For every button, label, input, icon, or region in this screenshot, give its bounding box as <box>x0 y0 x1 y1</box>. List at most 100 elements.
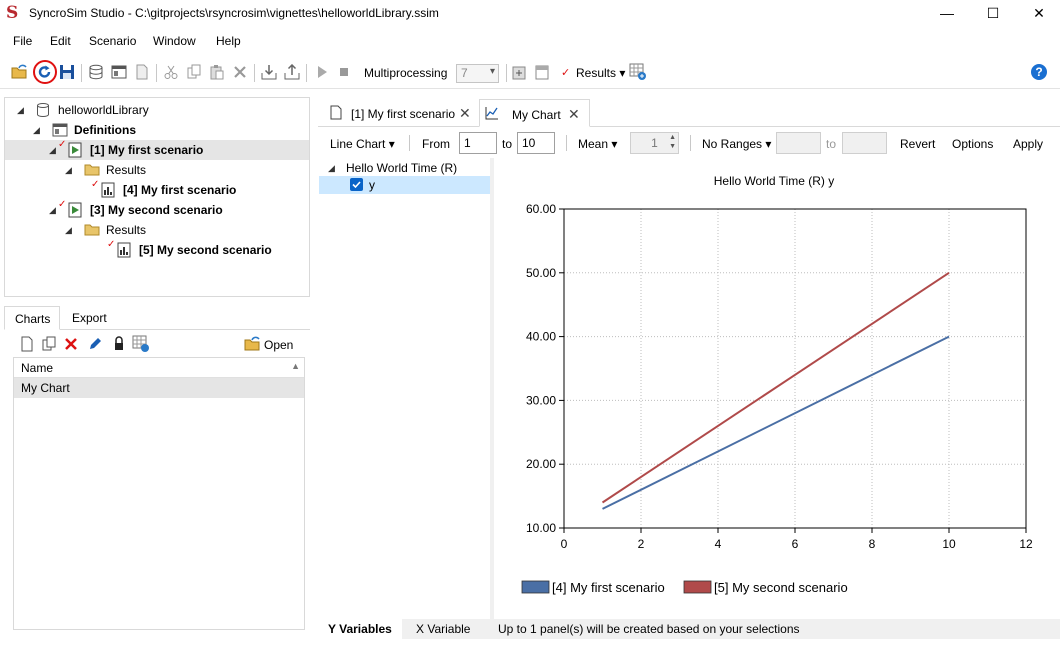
result-scenario-icon <box>101 182 115 201</box>
panel-splitter[interactable] <box>490 158 494 619</box>
name-column-header[interactable]: Name ▲ <box>14 358 304 378</box>
from-input[interactable]: 1 <box>459 132 497 154</box>
tree-item-result-4[interactable]: ✓ [4] My first scenario <box>5 179 309 201</box>
variable-checkbox[interactable] <box>350 178 363 191</box>
folder-icon <box>84 162 100 179</box>
y-tick-label: 50.00 <box>526 266 556 280</box>
tab-x-variable[interactable]: X Variable <box>416 622 471 636</box>
tab-my-chart[interactable]: My Chart ✕ <box>479 99 590 127</box>
tab-my-first-scenario[interactable]: [1] My first scenario ✕ <box>318 99 478 127</box>
range-to-input[interactable] <box>842 132 887 154</box>
document-tab-strip: [1] My first scenario ✕ My Chart ✕ <box>318 99 1060 127</box>
results-check-icon: ✓ <box>561 67 571 79</box>
chart-table-icon[interactable] <box>132 335 150 353</box>
scenario-icon <box>68 202 82 221</box>
ranges-dropdown[interactable]: No Ranges ▾ <box>702 137 772 151</box>
import-icon[interactable] <box>260 63 278 81</box>
multiprocessing-select[interactable]: 7 ▾ <box>456 64 499 83</box>
cut-icon[interactable] <box>162 63 180 81</box>
results-table-icon[interactable] <box>629 63 647 81</box>
delete-icon[interactable] <box>231 63 249 81</box>
legend-label-2: [5] My second scenario <box>714 580 848 595</box>
variable-group[interactable]: ◢ Hello World Time (R) <box>328 161 458 175</box>
save-icon[interactable] <box>58 63 76 81</box>
refresh-icon[interactable] <box>33 60 57 84</box>
chart-list: Name ▲ My Chart <box>13 357 305 630</box>
run-icon[interactable] <box>313 63 331 81</box>
menu-help[interactable]: Help <box>216 34 241 48</box>
menu-edit[interactable]: Edit <box>50 34 71 48</box>
tree-item-results-1[interactable]: ◢ Results <box>65 162 147 179</box>
help-icon[interactable]: ? <box>1030 63 1048 81</box>
bottom-bar: Y Variables X Variable Up to 1 panel(s) … <box>318 619 1060 639</box>
copy-chart-icon[interactable] <box>40 335 58 353</box>
list-item[interactable]: My Chart <box>14 378 304 398</box>
open-chart-button[interactable]: Open <box>264 338 294 352</box>
to-input[interactable]: 10 <box>517 132 555 154</box>
y-tick-label: 20.00 <box>526 457 556 471</box>
tree-item-result-5[interactable]: ✓ [5] My second scenario <box>5 239 309 261</box>
properties-icon[interactable] <box>110 63 128 81</box>
close-tab-icon[interactable]: ✕ <box>459 105 471 121</box>
tab-y-variables[interactable]: Y Variables <box>318 619 402 639</box>
chart-toolbar: Line Chart ▾ From 1 to 10 Mean ▾ 1 ▲ ▼ No… <box>318 130 1060 158</box>
tree-item-definitions[interactable]: ◢ Definitions <box>5 120 309 140</box>
x-tick-label: 4 <box>715 537 722 551</box>
tree-item-results-2[interactable]: ◢ Results <box>65 223 147 237</box>
x-tick-label: 6 <box>792 537 799 551</box>
x-tick-label: 12 <box>1019 537 1033 551</box>
y-tick-label: 60.00 <box>526 202 556 216</box>
spin-input[interactable]: 1 ▲ ▼ <box>630 132 679 154</box>
options-button[interactable]: Options <box>952 137 994 151</box>
tree-item-scenario-3[interactable]: ◢ ✓ [3] My second scenario <box>5 199 309 221</box>
menu-file[interactable]: File <box>13 34 33 48</box>
sort-up-icon: ▲ <box>291 361 300 371</box>
definitions-icon <box>52 122 68 141</box>
open-chart-icon[interactable] <box>244 335 262 353</box>
charts-tab-strip: Charts Export <box>4 306 310 330</box>
menu-scenario[interactable]: Scenario <box>89 34 137 48</box>
line-chart: Hello World Time (R) y 0 2 4 6 8 10 12 10.00 20.… <box>521 174 1033 595</box>
stop-icon[interactable] <box>335 63 353 81</box>
delete-chart-icon[interactable] <box>62 335 80 353</box>
spin-arrows-icon[interactable]: ▲ ▼ <box>669 134 676 150</box>
tree-item-scenario-1[interactable]: ◢ ✓ [1] My first scenario <box>5 139 309 160</box>
window-title: SyncroSim Studio - C:\gitprojects\rsyncr… <box>29 6 439 20</box>
document-icon <box>330 105 342 123</box>
aggregation-dropdown[interactable]: Mean ▾ <box>578 137 618 151</box>
copy-icon[interactable] <box>185 63 203 81</box>
chart-title: Hello World Time (R) y <box>714 174 834 188</box>
maximize-button[interactable]: ☐ <box>986 4 1000 21</box>
minimize-button[interactable]: — <box>940 5 954 21</box>
series-line-1 <box>602 335 950 510</box>
line-chart-icon <box>485 106 499 123</box>
charts-toolbar: Open <box>4 332 310 356</box>
tree-item-library[interactable]: ◢ helloworldLibrary <box>5 100 309 120</box>
edit-pencil-icon[interactable] <box>86 335 104 353</box>
results-dropdown[interactable]: Results ▾ <box>576 66 626 80</box>
add-folder-icon[interactable] <box>510 63 528 81</box>
range-to-label: to <box>826 137 837 151</box>
export-icon[interactable] <box>283 63 301 81</box>
range-from-input[interactable] <box>776 132 821 154</box>
variable-item-y[interactable]: y <box>319 176 490 194</box>
tab-charts[interactable]: Charts <box>4 306 60 330</box>
paste-icon[interactable] <box>208 63 226 81</box>
result-scenario-icon <box>117 242 131 261</box>
y-tick-label: 30.00 <box>526 393 556 407</box>
tab-export[interactable]: Export <box>72 311 107 325</box>
close-tab-icon[interactable]: ✕ <box>568 106 580 122</box>
status-message: Up to 1 panel(s) will be created based o… <box>498 622 800 636</box>
title-bar: S SyncroSim Studio - C:\gitprojects\rsyn… <box>0 0 1060 26</box>
new-chart-icon[interactable] <box>18 335 36 353</box>
database-icon[interactable] <box>87 63 105 81</box>
chart-type-dropdown[interactable]: Line Chart ▾ <box>330 137 395 151</box>
apply-button[interactable]: Apply <box>1013 137 1044 151</box>
lock-icon[interactable] <box>110 335 128 353</box>
new-document-icon[interactable] <box>133 63 151 81</box>
revert-button[interactable]: Revert <box>900 137 936 151</box>
menu-window[interactable]: Window <box>153 34 196 48</box>
close-window-button[interactable]: ✕ <box>1033 4 1045 21</box>
open-library-icon[interactable] <box>11 63 29 81</box>
layout-icon[interactable] <box>533 63 551 81</box>
